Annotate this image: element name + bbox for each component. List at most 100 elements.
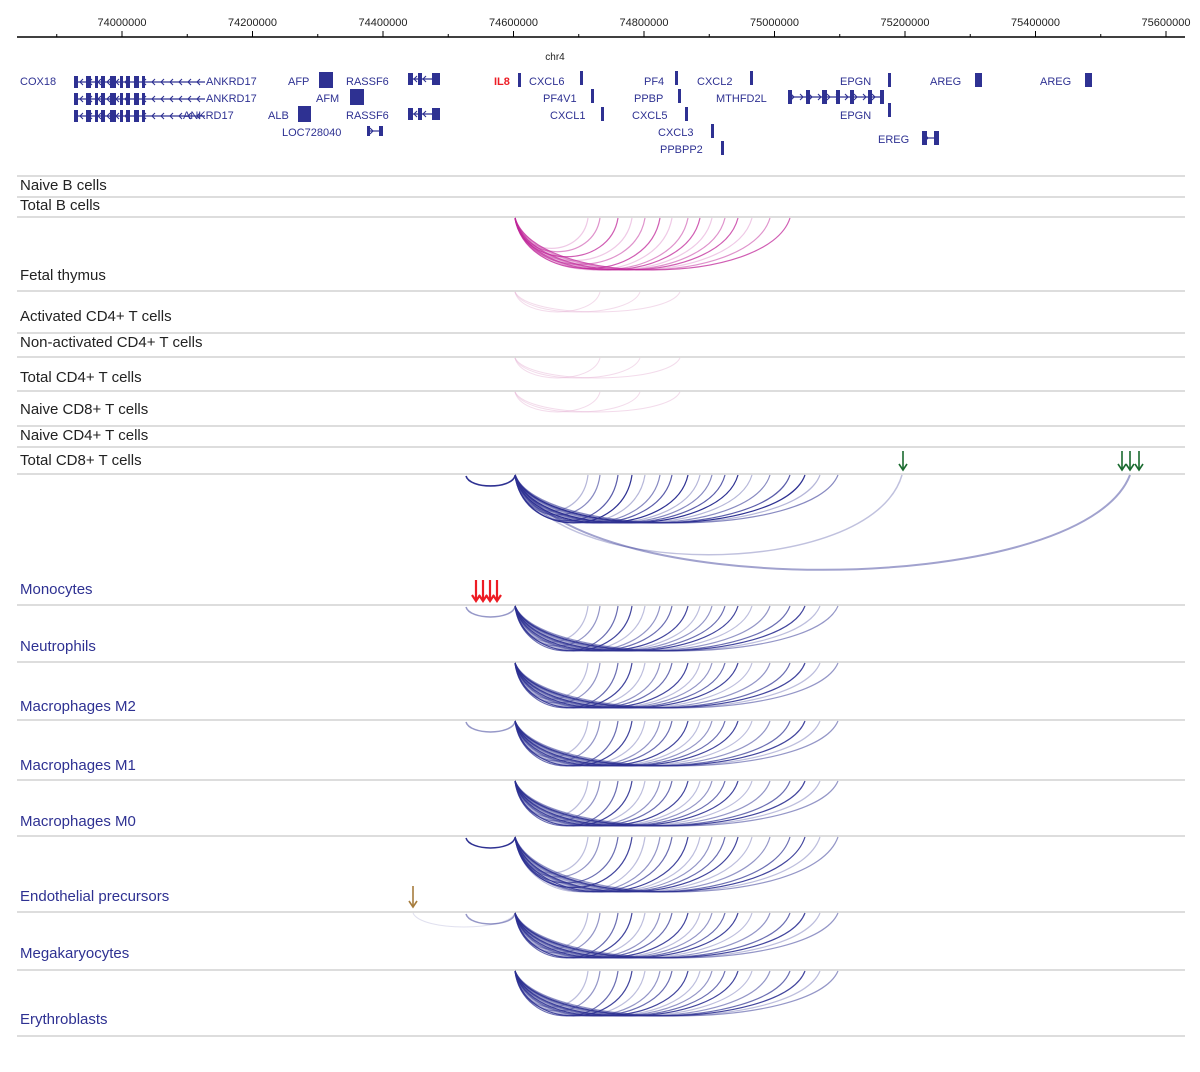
interaction-arc — [514, 605, 739, 652]
axis-tick-label: 75600000 — [1141, 17, 1191, 29]
interaction-arc — [514, 291, 601, 313]
interaction-arc — [514, 474, 903, 556]
gene-label: PF4V1 — [543, 93, 577, 105]
gene-label: ANKRD17 — [206, 93, 257, 105]
interaction-arc — [514, 605, 839, 652]
exon-block — [432, 73, 440, 85]
gene-label: CXCL3 — [658, 127, 694, 139]
exon-block — [836, 90, 840, 104]
track-label: Endothelial precursors — [20, 888, 170, 905]
interaction-arc — [514, 662, 739, 709]
exon-block — [86, 76, 91, 88]
interaction-arc — [514, 217, 633, 262]
gene-label: PF4 — [644, 76, 665, 88]
track-label: Macrophages M0 — [20, 813, 136, 830]
interaction-arc — [514, 474, 739, 524]
exon-block — [685, 107, 688, 121]
interaction-arc — [465, 606, 516, 618]
interaction-arc — [514, 720, 633, 767]
strand-arrow — [187, 112, 192, 120]
interaction-arc — [514, 970, 739, 1017]
exon-block — [298, 106, 311, 122]
strand-arrow — [169, 78, 174, 86]
strand-arrow — [187, 95, 192, 103]
track-label: Total B cells — [20, 197, 101, 214]
exon-block — [101, 93, 105, 105]
exon-block — [678, 89, 681, 103]
strand-arrow — [178, 95, 183, 103]
annotation-arrowhead — [1117, 463, 1127, 472]
exon-block — [134, 110, 139, 122]
exon-block — [319, 72, 333, 88]
strand-arrow — [871, 93, 876, 101]
annotation-arrowhead — [478, 594, 488, 603]
interaction-arc — [514, 217, 661, 269]
track-label: Activated CD4+ T cells — [20, 308, 172, 325]
axis-tick-label: 74600000 — [489, 17, 538, 29]
exon-block — [74, 93, 78, 105]
exon-block — [126, 110, 130, 122]
strand-arrow — [151, 78, 156, 86]
exon-block — [408, 73, 413, 85]
strand-arrow — [844, 93, 849, 101]
annotation-arrowhead — [408, 900, 418, 909]
track-label: Monocytes — [20, 581, 93, 598]
exon-block — [888, 103, 891, 117]
axis-tick-label: 74400000 — [358, 17, 408, 29]
exon-block — [142, 76, 145, 88]
interaction-arc — [412, 912, 516, 928]
strand-arrow — [160, 95, 165, 103]
interaction-arc — [514, 970, 633, 1017]
exon-block — [95, 76, 98, 88]
interaction-arc — [514, 780, 633, 827]
exon-block — [367, 126, 370, 136]
exon-block — [350, 89, 364, 105]
gene-label: ANKRD17 — [183, 110, 234, 122]
exon-block — [868, 90, 872, 104]
track-label: Megakaryocytes — [20, 945, 130, 962]
interaction-arc — [514, 391, 681, 413]
exon-block — [126, 76, 130, 88]
exon-block — [934, 131, 939, 145]
strand-arrow — [160, 112, 165, 120]
exon-block — [1085, 73, 1092, 87]
gene-label: EREG — [878, 134, 910, 146]
exon-block — [850, 90, 854, 104]
annotation-arrowhead — [471, 594, 481, 603]
strand-arrow — [196, 95, 201, 103]
interaction-arc — [514, 391, 601, 413]
strand-arrow — [178, 112, 183, 120]
exon-block — [110, 110, 116, 122]
exon-block — [675, 71, 678, 85]
interaction-arc — [514, 912, 739, 959]
annotation-arrowhead — [1134, 463, 1144, 472]
interaction-arc — [514, 836, 739, 893]
interaction-arc — [465, 475, 516, 487]
exon-block — [95, 93, 98, 105]
track-label: Naive B cells — [20, 177, 107, 194]
strand-arrow — [169, 112, 174, 120]
interaction-arc — [514, 474, 1131, 571]
gene-label: CXCL1 — [550, 110, 586, 122]
track-label: Total CD4+ T cells — [20, 369, 142, 386]
exon-block — [975, 73, 982, 87]
interaction-arc — [514, 662, 633, 709]
exon-block — [880, 90, 884, 104]
exon-block — [74, 110, 78, 122]
exon-block — [126, 93, 130, 105]
strand-arrow — [169, 95, 174, 103]
exon-block — [101, 110, 105, 122]
exon-block — [86, 93, 91, 105]
interaction-arc — [514, 605, 633, 652]
interaction-arc — [514, 720, 839, 767]
interaction-arc — [465, 837, 516, 849]
exon-block — [922, 131, 927, 145]
gene-label: PPBP — [634, 93, 664, 105]
interaction-arc — [514, 291, 681, 313]
gene-label: CXCL2 — [697, 76, 733, 88]
interaction-arc — [514, 836, 839, 893]
track-label: Non-activated CD4+ T cells — [20, 334, 203, 351]
exon-block — [418, 108, 422, 120]
interaction-arc — [514, 474, 633, 524]
strand-arrow — [79, 78, 84, 86]
